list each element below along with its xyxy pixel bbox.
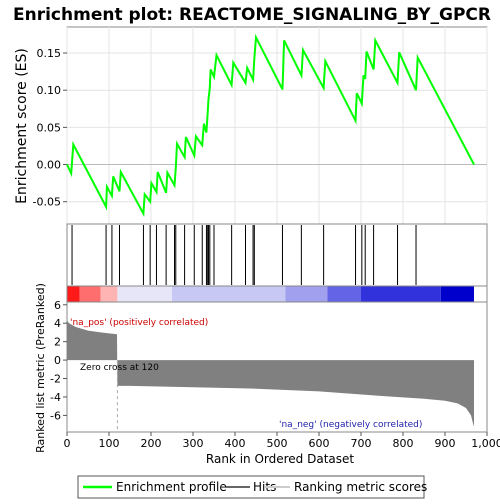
metric-y-axis-label: Ranked list metric (PreRanked)	[34, 283, 47, 453]
heatmap-segment	[67, 286, 80, 302]
x-tick-label: 900	[435, 437, 456, 450]
x-tick-label: 600	[309, 437, 330, 450]
x-tick-label: 0	[64, 437, 71, 450]
heatmap-segment	[285, 286, 327, 302]
heatmap-segment	[80, 286, 101, 302]
x-tick-label: 100	[99, 437, 120, 450]
x-tick-label: 700	[351, 437, 372, 450]
legend-item-ranking-metric-scores: Ranking metric scores	[294, 480, 427, 494]
heatmap-segment	[101, 286, 118, 302]
heatmap-segment	[172, 286, 285, 302]
es-y-tick-label: -0.05	[33, 196, 61, 209]
x-tick-label: 1,000	[471, 437, 500, 450]
es-panel: -0.05 0.00 0.05 0.10 0.15	[33, 27, 487, 224]
neg-label: 'na_neg' (negatively correlated)	[279, 420, 422, 430]
pos-label: 'na_pos' (positively correlated)	[70, 318, 208, 328]
es-y-axis-label: Enrichment score (ES)	[14, 48, 30, 204]
chart-title: Enrichment plot: REACTOME_SIGNALING_BY_G…	[13, 5, 491, 25]
x-axis-label: Rank in Ordered Dataset	[206, 452, 354, 466]
heatmap-bar	[67, 286, 487, 302]
x-tick-label: 800	[393, 437, 414, 450]
metric-y-tick-label: -2	[50, 373, 61, 386]
es-y-tick-label: 0.15	[37, 47, 62, 60]
es-y-tick-label: 0.00	[37, 159, 62, 172]
heatmap-segment	[361, 286, 441, 302]
metric-y-tick-label: -4	[50, 391, 61, 404]
metric-y-tick-label: 0	[54, 354, 61, 367]
metric-y-tick-label: 6	[54, 299, 61, 312]
x-tick-label: 400	[225, 437, 246, 450]
x-tick-label: 500	[267, 437, 288, 450]
x-axis: 0 100 200 300 400 500 600 700 800 900 1,000	[64, 432, 500, 450]
heatmap-segment	[441, 286, 474, 302]
es-y-tick-label: 0.10	[37, 84, 62, 97]
legend: Enrichment profile Hits Ranking metric s…	[78, 476, 427, 498]
metric-y-tick-label: 2	[54, 336, 61, 349]
metric-y-tick-label: -6	[50, 409, 61, 422]
metric-panel: 6 4 2 0 -2 -4 -6 'na_pos' (positively correlat…	[50, 299, 487, 432]
x-tick-label: 200	[141, 437, 162, 450]
zero-cross-label: Zero cross at 120	[80, 363, 159, 373]
legend-item-enrichment-profile: Enrichment profile	[116, 480, 227, 494]
hits-panel-frame	[67, 224, 487, 286]
hits-panel	[67, 224, 487, 286]
heatmap-segment	[327, 286, 361, 302]
metric-y-tick-label: 4	[54, 317, 61, 330]
es-y-tick-label: 0.05	[37, 121, 62, 134]
x-tick-label: 300	[183, 437, 204, 450]
heatmap-segment	[117, 286, 172, 302]
